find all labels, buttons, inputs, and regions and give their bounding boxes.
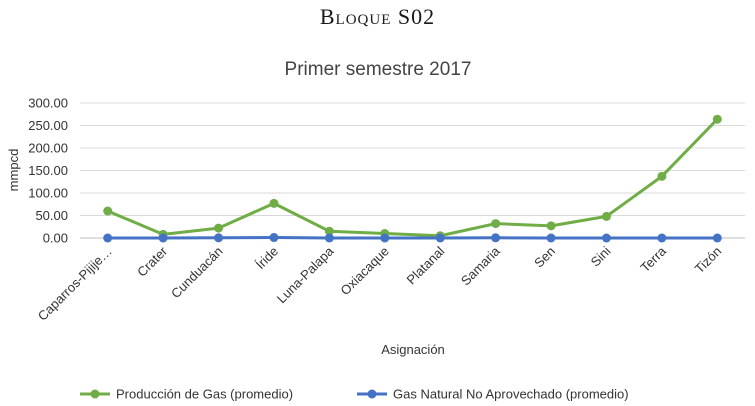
x-tick-label: Samaria bbox=[458, 243, 503, 288]
y-tick-label: 150.00 bbox=[28, 163, 68, 178]
data-point bbox=[546, 221, 556, 231]
data-point bbox=[657, 233, 667, 243]
chart-title: Primer semestre 2017 bbox=[285, 59, 472, 80]
data-point bbox=[712, 233, 722, 243]
y-tick-label: 0.00 bbox=[43, 231, 68, 246]
data-point bbox=[546, 233, 556, 243]
y-tick-label: 50.00 bbox=[35, 208, 68, 223]
grid-lines bbox=[80, 102, 745, 239]
data-point bbox=[601, 211, 611, 221]
y-tick-label: 100.00 bbox=[28, 186, 68, 201]
data-point bbox=[491, 219, 501, 229]
legend-entry: Gas Natural No Aprovechado (promedio) bbox=[393, 387, 629, 402]
x-tick-label: Oxiacaque bbox=[337, 244, 392, 299]
y-tick-label: 300.00 bbox=[28, 96, 68, 111]
data-point bbox=[380, 233, 390, 243]
x-tick-label: Platanal bbox=[404, 243, 448, 287]
series-group bbox=[103, 114, 722, 243]
x-tick-label: Luna-Palapa bbox=[274, 243, 337, 306]
legend-entry: Producción de Gas (promedio) bbox=[116, 387, 293, 402]
data-point bbox=[324, 233, 334, 243]
x-tick-label: Tizón bbox=[692, 244, 725, 277]
data-point bbox=[601, 233, 611, 243]
data-point bbox=[214, 233, 224, 243]
legend-marker bbox=[90, 389, 100, 399]
x-tick-label: Sen bbox=[531, 244, 558, 271]
y-tick-label: 250.00 bbox=[28, 118, 68, 133]
data-point bbox=[657, 171, 667, 181]
x-axis-label: Asignación bbox=[381, 342, 445, 357]
x-tick-label: Terra bbox=[637, 243, 669, 275]
x-tick-label: Cunduacán bbox=[168, 244, 226, 302]
data-point bbox=[103, 206, 113, 216]
x-tick-label: Crater bbox=[134, 243, 171, 280]
y-tick-label: 200.00 bbox=[28, 141, 68, 156]
data-point bbox=[103, 233, 113, 243]
legend: Producción de Gas (promedio) Gas Natural … bbox=[80, 387, 629, 402]
data-point bbox=[435, 233, 445, 243]
x-tick-label: Sini bbox=[588, 243, 614, 269]
data-point bbox=[158, 233, 168, 243]
data-point bbox=[269, 198, 279, 208]
page-heading: Bloque S02 bbox=[319, 4, 436, 29]
series-line bbox=[107, 118, 719, 238]
data-point bbox=[269, 233, 279, 243]
legend-marker bbox=[367, 389, 377, 399]
x-tick-label: Íride bbox=[253, 244, 281, 272]
data-point bbox=[712, 114, 722, 124]
y-axis-label: mmpcd bbox=[6, 149, 21, 192]
y-axis-ticks: 0.00 50.00 100.00 150.00 200.00 250.00 300.00 bbox=[28, 96, 68, 246]
x-tick-label: Caparros-Pijije… bbox=[35, 244, 115, 324]
data-point bbox=[214, 223, 224, 233]
data-point bbox=[324, 226, 334, 236]
data-point bbox=[491, 233, 501, 243]
